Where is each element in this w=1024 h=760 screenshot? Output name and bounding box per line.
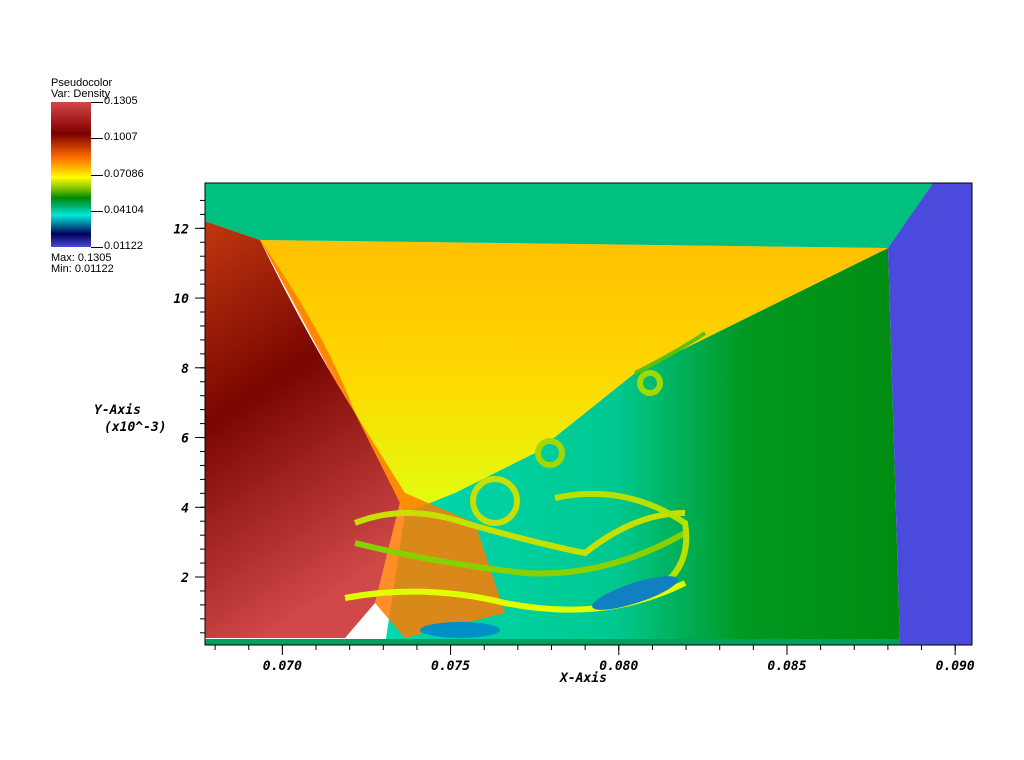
y-axis-scale: (x10^-3)	[104, 420, 167, 435]
colorbar-tick-mark	[91, 138, 103, 140]
y-axis-title: Y-Axis	[94, 403, 141, 418]
legend-min: Min: 0.01122	[51, 263, 114, 275]
field-region-left-red	[205, 221, 400, 638]
colorbar-tick-label: 0.1007	[104, 131, 138, 144]
x-tick-label: 0.080	[599, 659, 638, 674]
y-tick-label: 12	[173, 222, 189, 237]
low-density-pocket	[592, 576, 678, 610]
colorbar-tick-mark	[91, 210, 103, 212]
colorbar	[51, 102, 91, 247]
low-density-pocket	[420, 622, 500, 638]
y-tick-label: 6	[181, 432, 189, 447]
legend-max: Max: 0.1305	[51, 252, 112, 264]
y-tick-label: 2	[180, 571, 189, 586]
y-tick-label: 10	[173, 292, 189, 307]
field-region-orange-band	[260, 240, 505, 638]
plot-frame	[204, 182, 973, 646]
colorbar-tick-mark	[91, 247, 103, 248]
field-region-right-green	[385, 248, 900, 645]
colorbar-tick-label: 0.04104	[104, 203, 144, 216]
x-tick-label: 0.090	[936, 659, 975, 674]
legend-title: Pseudocolor	[51, 77, 113, 89]
x-tick-label: 0.070	[263, 659, 302, 674]
y-tick-label: 8	[181, 362, 189, 377]
colorbar-tick-mark	[91, 174, 103, 176]
x-axis-title: X-Axis	[560, 671, 607, 686]
colorbar-tick-label: 0.1305	[104, 95, 138, 107]
colorbar-tick-label: 0.07086	[104, 167, 144, 180]
legend-variable: Var: Density	[51, 88, 111, 100]
field-region-top-green	[205, 183, 933, 248]
y-tick-label: 4	[181, 501, 189, 516]
bottom-boundary-strip	[205, 639, 900, 645]
x-tick-label: 0.075	[431, 659, 470, 674]
colorbar-tick-label: 0.01122	[104, 240, 143, 252]
colorbar-tick-mark	[91, 102, 103, 103]
field-region-right-blue	[888, 183, 972, 645]
field-region-yellow	[260, 240, 888, 513]
x-tick-label: 0.085	[767, 659, 806, 674]
